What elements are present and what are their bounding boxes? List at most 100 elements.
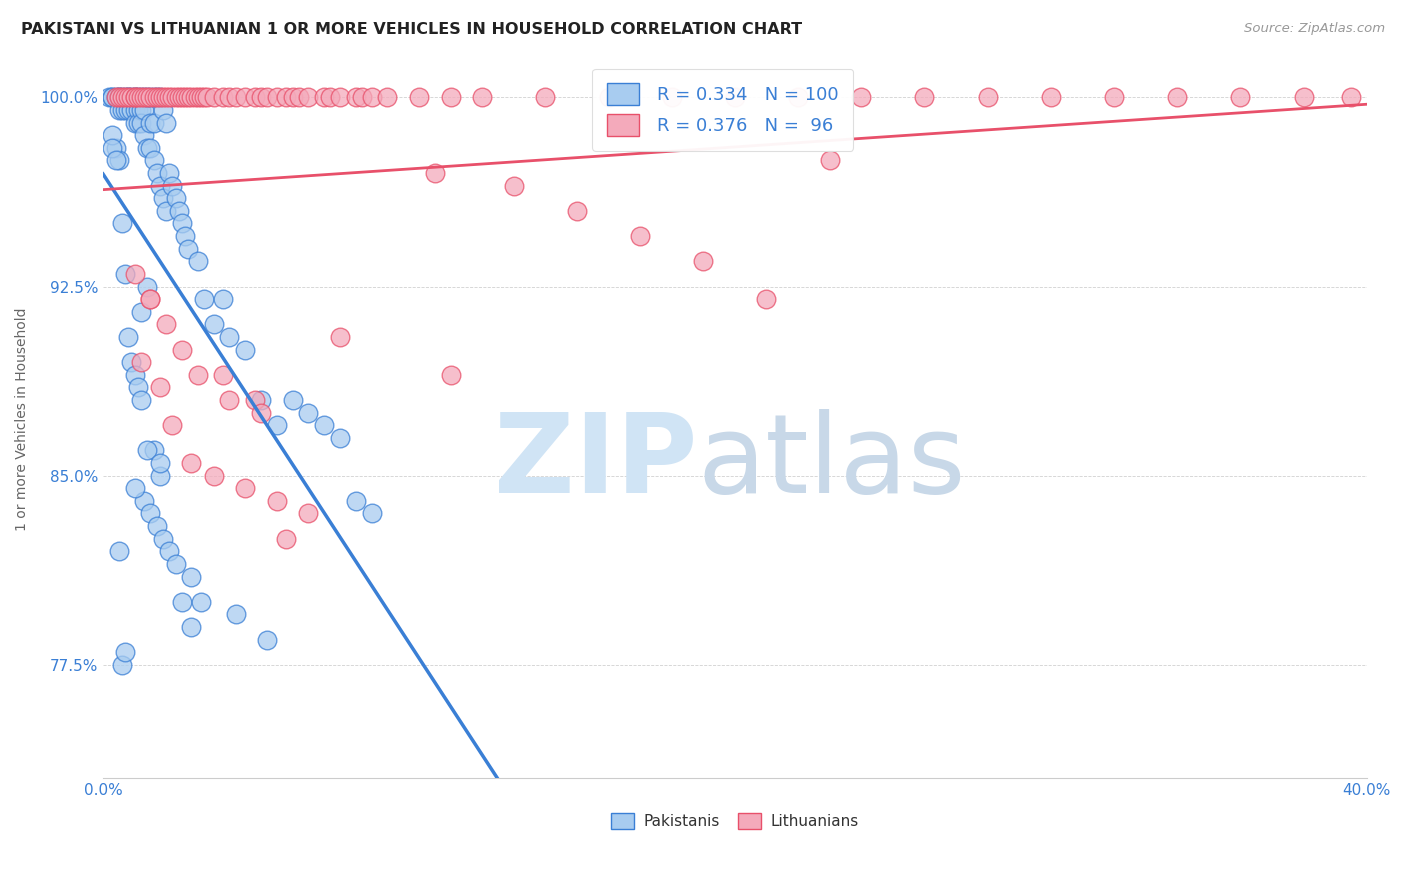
Point — [187, 368, 209, 382]
Point — [111, 103, 134, 117]
Point — [250, 90, 273, 104]
Point — [360, 90, 382, 104]
Text: atlas: atlas — [697, 409, 966, 516]
Point — [136, 443, 159, 458]
Point — [145, 519, 167, 533]
Point — [180, 90, 202, 104]
Point — [142, 443, 165, 458]
Point — [139, 115, 162, 129]
Point — [120, 90, 142, 104]
Point — [101, 90, 124, 104]
Point — [187, 90, 209, 104]
Point — [107, 90, 129, 104]
Point — [408, 90, 430, 104]
Point — [162, 90, 184, 104]
Point — [167, 90, 190, 104]
Point — [344, 90, 367, 104]
Text: PAKISTANI VS LITHUANIAN 1 OR MORE VEHICLES IN HOUSEHOLD CORRELATION CHART: PAKISTANI VS LITHUANIAN 1 OR MORE VEHICL… — [21, 22, 803, 37]
Point — [724, 90, 747, 104]
Point — [225, 90, 247, 104]
Point — [114, 90, 136, 104]
Point — [129, 103, 152, 117]
Point — [314, 90, 336, 104]
Point — [139, 507, 162, 521]
Point — [360, 507, 382, 521]
Point — [139, 292, 162, 306]
Point — [1340, 90, 1362, 104]
Point — [155, 115, 177, 129]
Point — [170, 217, 193, 231]
Point — [212, 292, 235, 306]
Point — [165, 557, 187, 571]
Point — [152, 103, 174, 117]
Y-axis label: 1 or more Vehicles in Household: 1 or more Vehicles in Household — [15, 307, 30, 531]
Point — [1292, 90, 1315, 104]
Point — [329, 90, 352, 104]
Point — [155, 203, 177, 218]
Point — [104, 90, 127, 104]
Point — [276, 532, 298, 546]
Point — [162, 178, 184, 193]
Point — [127, 90, 149, 104]
Point — [132, 128, 155, 143]
Point — [124, 103, 146, 117]
Point — [124, 90, 146, 104]
Point — [124, 368, 146, 382]
Point — [117, 90, 139, 104]
Point — [502, 178, 524, 193]
Point — [136, 90, 159, 104]
Point — [170, 90, 193, 104]
Point — [314, 418, 336, 433]
Point — [111, 90, 134, 104]
Point — [149, 380, 172, 394]
Point — [266, 418, 288, 433]
Point — [281, 392, 304, 407]
Point — [114, 645, 136, 659]
Point — [276, 90, 298, 104]
Point — [565, 203, 588, 218]
Point — [187, 254, 209, 268]
Point — [152, 191, 174, 205]
Point — [142, 153, 165, 168]
Point — [107, 103, 129, 117]
Legend: Pakistanis, Lithuanians: Pakistanis, Lithuanians — [605, 807, 865, 835]
Point — [136, 141, 159, 155]
Point — [250, 392, 273, 407]
Point — [132, 90, 155, 104]
Point — [129, 304, 152, 318]
Point — [174, 90, 197, 104]
Point — [266, 494, 288, 508]
Point — [111, 90, 134, 104]
Point — [152, 90, 174, 104]
Point — [193, 90, 215, 104]
Point — [117, 330, 139, 344]
Point — [170, 595, 193, 609]
Point — [136, 90, 159, 104]
Point — [104, 90, 127, 104]
Point — [297, 507, 319, 521]
Point — [157, 544, 180, 558]
Point — [1102, 90, 1125, 104]
Point — [202, 468, 225, 483]
Point — [243, 392, 266, 407]
Point — [165, 191, 187, 205]
Point — [177, 90, 200, 104]
Point — [190, 595, 212, 609]
Point — [120, 103, 142, 117]
Point — [266, 90, 288, 104]
Point — [281, 90, 304, 104]
Point — [155, 90, 177, 104]
Point — [114, 103, 136, 117]
Point — [111, 657, 134, 672]
Point — [132, 90, 155, 104]
Point — [375, 90, 398, 104]
Point — [129, 355, 152, 369]
Point — [1166, 90, 1188, 104]
Point — [117, 90, 139, 104]
Point — [218, 90, 240, 104]
Point — [107, 90, 129, 104]
Point — [117, 103, 139, 117]
Point — [180, 456, 202, 470]
Point — [149, 456, 172, 470]
Point — [111, 217, 134, 231]
